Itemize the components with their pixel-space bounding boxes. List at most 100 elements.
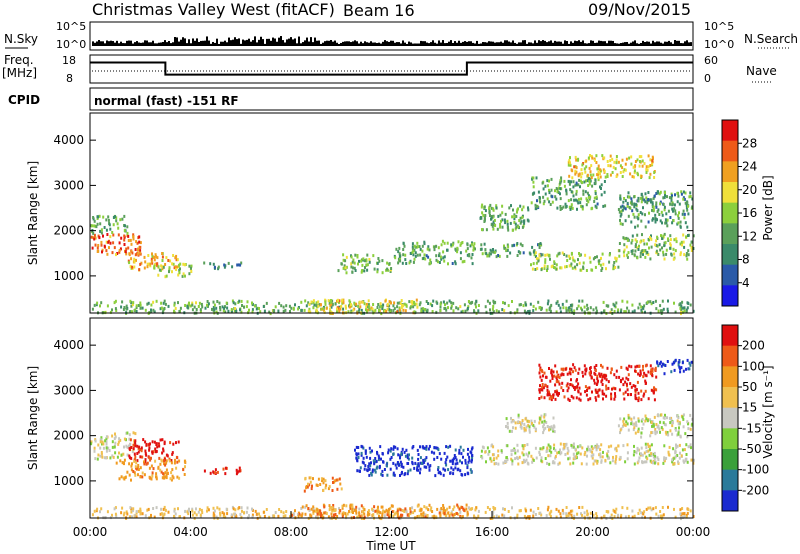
range-cell [590, 176, 593, 180]
range-cell [532, 309, 535, 313]
range-cell [236, 263, 239, 267]
range-cell [570, 205, 573, 209]
range-cell [644, 414, 647, 418]
range-cell [574, 368, 577, 372]
range-cell [189, 304, 192, 308]
range-cell [352, 308, 355, 312]
range-cell [312, 300, 315, 304]
range-cell [652, 507, 655, 511]
colorbar-tick-label: 15 [742, 401, 757, 415]
range-cell [549, 427, 552, 431]
range-cell [450, 301, 453, 305]
range-cell [359, 515, 362, 519]
range-cell [650, 421, 653, 424]
range-cell [195, 513, 198, 517]
range-cell [114, 506, 117, 510]
range-cell [313, 303, 316, 307]
range-cell [444, 513, 447, 517]
range-cell [144, 452, 147, 456]
range-cell [367, 509, 370, 513]
range-cell [569, 303, 572, 307]
range-cell [100, 436, 103, 440]
nsky-bar [412, 43, 414, 46]
range-cell [529, 302, 532, 306]
range-cell [453, 513, 456, 516]
range-cell [139, 509, 142, 513]
range-cell [679, 220, 682, 224]
range-cell [570, 513, 573, 517]
range-cell [161, 438, 164, 442]
range-cell [633, 215, 636, 219]
range-cell [450, 510, 453, 514]
range-cell [493, 301, 495, 305]
range-cell [538, 390, 541, 394]
nsky-bar [206, 36, 208, 46]
range-cell [122, 308, 125, 311]
range-cell [448, 505, 451, 509]
range-cell [663, 257, 666, 261]
range-cell [559, 266, 562, 270]
range-cell [621, 175, 624, 178]
range-cell [672, 209, 674, 213]
nsky-bar [190, 43, 192, 46]
range-cell [150, 464, 153, 468]
range-cell [549, 514, 552, 518]
range-cell [414, 251, 417, 255]
nave-label: Nave [746, 64, 777, 78]
range-cell [184, 465, 186, 469]
range-cell [534, 207, 537, 211]
range-cell [576, 385, 579, 389]
range-cell [420, 507, 423, 511]
nsky-bar [418, 43, 420, 46]
range-cell [555, 310, 558, 314]
range-cell [358, 300, 361, 304]
nsky-bar [476, 40, 478, 46]
range-cell [176, 475, 179, 479]
range-cell [456, 246, 459, 250]
range-cell [665, 252, 668, 256]
range-cell [546, 267, 549, 270]
range-cell [135, 304, 138, 308]
range-cell [130, 478, 132, 482]
range-cell [576, 445, 579, 449]
range-cell [649, 158, 652, 162]
nsky-bar [400, 43, 402, 46]
nsky-bar [270, 40, 272, 46]
range-cell [516, 308, 519, 312]
range-cell [132, 447, 135, 451]
range-cell [475, 506, 478, 510]
range-cell [675, 237, 678, 241]
range-cell [661, 299, 664, 303]
range-cell [559, 179, 562, 183]
range-cell [366, 468, 369, 472]
nsky-bar [674, 40, 676, 46]
range-cell [490, 459, 493, 463]
range-cell [601, 455, 604, 459]
range-cell [379, 302, 382, 306]
range-cell [678, 202, 681, 206]
range-cell [333, 480, 336, 484]
range-cell [148, 475, 151, 479]
range-cell [380, 457, 382, 461]
range-cell [573, 259, 576, 263]
range-cell [321, 479, 323, 483]
range-cell [438, 511, 441, 515]
range-cell [136, 252, 139, 256]
range-cell [539, 200, 542, 204]
y-tick-label: 1000 [53, 269, 84, 283]
range-cell [413, 302, 416, 306]
range-cell [544, 184, 547, 188]
range-cell [537, 507, 540, 510]
range-cell [640, 193, 643, 197]
range-cell [195, 507, 197, 511]
range-cell [92, 216, 95, 219]
range-cell [585, 393, 588, 397]
range-cell [427, 245, 430, 249]
range-cell [636, 461, 639, 465]
range-cell [497, 254, 500, 257]
range-cell [113, 445, 116, 449]
range-cell [424, 515, 427, 519]
range-cell [683, 512, 686, 515]
range-cell [630, 241, 633, 245]
range-cell [527, 420, 530, 424]
